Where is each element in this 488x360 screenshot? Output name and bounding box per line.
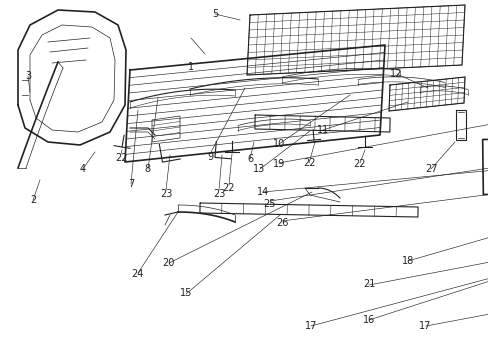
Text: 3: 3 <box>25 71 31 81</box>
Text: 26: 26 <box>276 218 288 228</box>
Text: 22: 22 <box>222 183 235 193</box>
Text: 11: 11 <box>316 125 328 135</box>
Text: 14: 14 <box>256 186 269 197</box>
Text: 10: 10 <box>272 139 285 149</box>
Text: 12: 12 <box>389 69 402 79</box>
Text: 18: 18 <box>401 256 414 266</box>
Text: 21: 21 <box>362 279 375 289</box>
Text: 22: 22 <box>352 159 365 169</box>
Text: 20: 20 <box>162 258 175 268</box>
Text: 22: 22 <box>115 153 127 163</box>
Text: 25: 25 <box>263 199 276 210</box>
Text: 7: 7 <box>128 179 134 189</box>
Text: 13: 13 <box>252 164 265 174</box>
Text: 23: 23 <box>160 189 172 199</box>
Text: 2: 2 <box>30 195 36 205</box>
Text: 17: 17 <box>418 321 431 331</box>
Text: 22: 22 <box>302 158 315 168</box>
Text: 8: 8 <box>144 164 150 174</box>
Text: 24: 24 <box>131 269 144 279</box>
Text: 1: 1 <box>187 62 193 72</box>
Text: 17: 17 <box>304 321 317 331</box>
Text: 19: 19 <box>272 159 285 169</box>
Text: 9: 9 <box>207 152 213 162</box>
Text: 15: 15 <box>179 288 192 298</box>
Text: 4: 4 <box>79 164 85 174</box>
Text: 5: 5 <box>212 9 218 19</box>
Text: 23: 23 <box>212 189 225 199</box>
Text: 6: 6 <box>247 154 253 164</box>
Text: 16: 16 <box>362 315 375 325</box>
Text: 27: 27 <box>424 164 437 174</box>
